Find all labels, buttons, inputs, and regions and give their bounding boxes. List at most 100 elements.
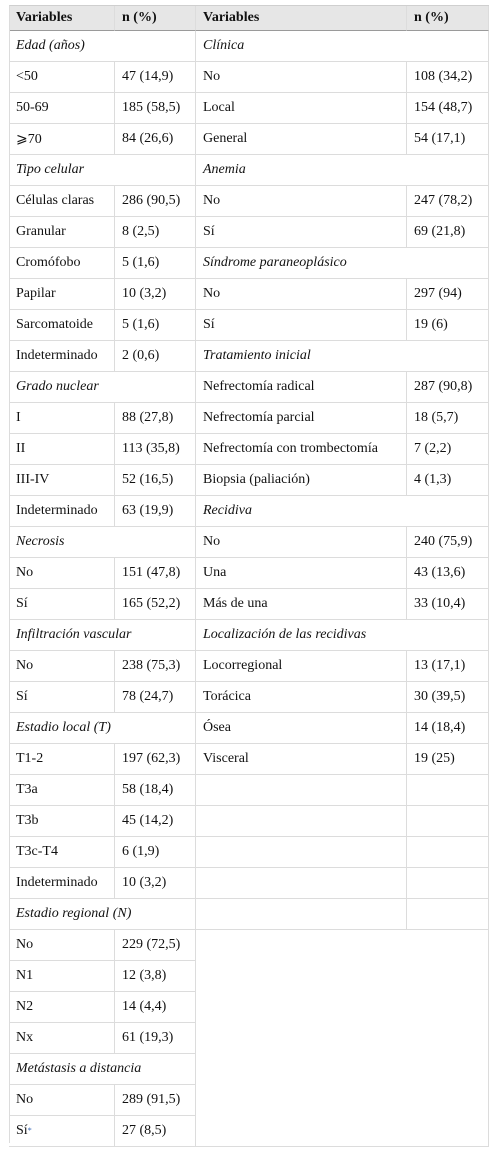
row-label-text: General bbox=[203, 131, 248, 146]
table-row-value: 14 (4,4) bbox=[115, 992, 196, 1023]
table-row-value: 52 (16,5) bbox=[115, 465, 196, 496]
table-row-label: ⩾70 bbox=[9, 124, 115, 155]
section-header: Edad (años) bbox=[9, 31, 196, 62]
table-row-label: No bbox=[9, 651, 115, 682]
row-label-text: III-IV bbox=[16, 472, 50, 487]
row-label-text: N1 bbox=[16, 968, 34, 983]
table-row-value: 10 (3,2) bbox=[115, 279, 196, 310]
table-row-value: 47 (14,9) bbox=[115, 62, 196, 93]
row-label-text: <50 bbox=[16, 69, 38, 84]
table-row-label: No bbox=[9, 558, 115, 589]
row-label-text: Sí bbox=[16, 1123, 28, 1138]
empty-cell bbox=[407, 837, 489, 868]
section-header: Recidiva bbox=[196, 496, 489, 527]
empty-cell bbox=[407, 868, 489, 899]
table-row-label: <50 bbox=[9, 62, 115, 93]
row-label-text: I bbox=[16, 410, 21, 425]
row-label-text: Indeterminado bbox=[16, 348, 98, 363]
table-row-label: I bbox=[9, 403, 115, 434]
table-row-value: 5 (1,6) bbox=[115, 248, 196, 279]
table-row-label: Sí bbox=[9, 682, 115, 713]
table-row-value: 247 (78,2) bbox=[407, 186, 489, 217]
table-row-label: Torácica bbox=[196, 682, 407, 713]
table-row-value: 287 (90,8) bbox=[407, 372, 489, 403]
table-row-label: Sarcomatoide bbox=[9, 310, 115, 341]
table-row-value: 151 (47,8) bbox=[115, 558, 196, 589]
row-label-text: Sí bbox=[203, 224, 215, 239]
row-label-text: Indeterminado bbox=[16, 875, 98, 890]
empty-cell bbox=[407, 775, 489, 806]
row-label-text: Nefrectomía parcial bbox=[203, 410, 315, 425]
row-label-text: No bbox=[203, 286, 221, 301]
table-row-label: III-IV bbox=[9, 465, 115, 496]
table-row-label: Cromófobo bbox=[9, 248, 115, 279]
table-row-label: T1-2 bbox=[9, 744, 115, 775]
section-header: Tratamiento inicial bbox=[196, 341, 489, 372]
row-label-text: T3a bbox=[16, 782, 38, 797]
row-label-text: No bbox=[16, 937, 34, 952]
row-label-text: Sí bbox=[16, 596, 28, 611]
row-label-text: Células claras bbox=[16, 193, 95, 208]
section-header: Estadio regional (N) bbox=[9, 899, 196, 930]
row-label-text: Sí bbox=[203, 317, 215, 332]
section-header: Clínica bbox=[196, 31, 489, 62]
table-row-value: 58 (18,4) bbox=[115, 775, 196, 806]
table-row-value: 43 (13,6) bbox=[407, 558, 489, 589]
row-label-text: Torácica bbox=[203, 689, 251, 704]
table-row-value: 19 (6) bbox=[407, 310, 489, 341]
row-label-text: ⩾70 bbox=[16, 131, 42, 147]
table-row-label: Una bbox=[196, 558, 407, 589]
section-header: Anemia bbox=[196, 155, 489, 186]
table-row-value: 10 (3,2) bbox=[115, 868, 196, 899]
table-row-label: No bbox=[196, 186, 407, 217]
table-row-value: 297 (94) bbox=[407, 279, 489, 310]
table-row-label: General bbox=[196, 124, 407, 155]
row-label-text: Nefrectomía con trombectomía bbox=[203, 441, 378, 456]
row-label-text: T1-2 bbox=[16, 751, 44, 766]
table-row-value: 286 (90,5) bbox=[115, 186, 196, 217]
table-row-value: 154 (48,7) bbox=[407, 93, 489, 124]
table-row-label: Indeterminado bbox=[9, 341, 115, 372]
row-label-text: Sí bbox=[16, 689, 28, 704]
row-label-text: T3c-T4 bbox=[16, 844, 58, 859]
table-row-label: No bbox=[9, 1085, 115, 1116]
section-header: Tipo celular bbox=[9, 155, 196, 186]
row-label-text: Nx bbox=[16, 1030, 34, 1045]
row-label-text: N2 bbox=[16, 999, 34, 1014]
table-row-value: 7 (2,2) bbox=[407, 434, 489, 465]
empty-cell bbox=[196, 899, 407, 930]
row-label-text: Una bbox=[203, 565, 227, 580]
header-left-variables: Variables bbox=[9, 5, 115, 31]
table-row-label: Nx bbox=[9, 1023, 115, 1054]
table-row-label: T3b bbox=[9, 806, 115, 837]
row-label-text: Cromófobo bbox=[16, 255, 81, 270]
section-header: Infiltración vascular bbox=[9, 620, 196, 651]
table-row-value: 165 (52,2) bbox=[115, 589, 196, 620]
row-label-text: No bbox=[203, 534, 221, 549]
table-row-value: 18 (5,7) bbox=[407, 403, 489, 434]
row-label-text: Granular bbox=[16, 224, 66, 239]
table-row-label: Granular bbox=[9, 217, 115, 248]
row-label-text: Local bbox=[203, 100, 235, 115]
header-right-variables: Variables bbox=[196, 5, 407, 31]
table-row-value: 19 (25) bbox=[407, 744, 489, 775]
table-row-label: Sí bbox=[196, 217, 407, 248]
table-row-value: 14 (18,4) bbox=[407, 713, 489, 744]
row-label-text: T3b bbox=[16, 813, 39, 828]
row-label-text: No bbox=[16, 658, 34, 673]
empty-cell bbox=[407, 806, 489, 837]
table-row-value: 61 (19,3) bbox=[115, 1023, 196, 1054]
section-header: Estadio local (T) bbox=[9, 713, 196, 744]
table-row-value: 54 (17,1) bbox=[407, 124, 489, 155]
table-row-label: Más de una bbox=[196, 589, 407, 620]
table-row-label: No bbox=[196, 527, 407, 558]
row-label-text: No bbox=[203, 69, 221, 84]
table-row-label: T3c-T4 bbox=[9, 837, 115, 868]
table-row-label: No bbox=[9, 930, 115, 961]
table-row-label: Células claras bbox=[9, 186, 115, 217]
table-row-label: Sí bbox=[9, 589, 115, 620]
table-row-label: T3a bbox=[9, 775, 115, 806]
row-label-text: Visceral bbox=[203, 751, 249, 766]
table-row-value: 113 (35,8) bbox=[115, 434, 196, 465]
empty-cell bbox=[196, 868, 407, 899]
